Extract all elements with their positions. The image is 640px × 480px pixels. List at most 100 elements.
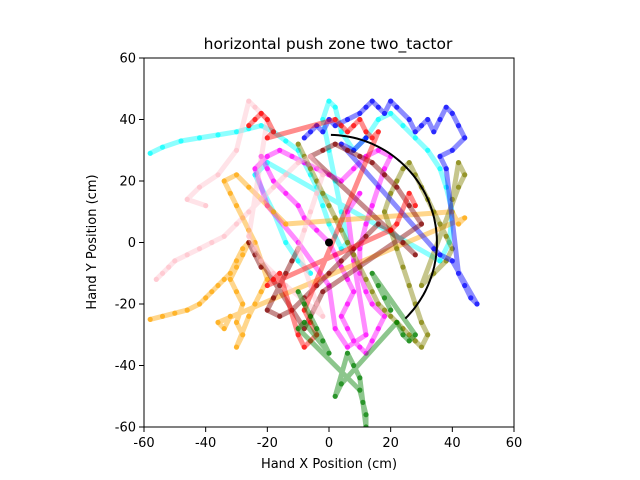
x-tick-label: -20 bbox=[257, 436, 278, 451]
data-point bbox=[301, 264, 307, 270]
data-point bbox=[184, 307, 190, 313]
data-point bbox=[270, 295, 277, 301]
data-point bbox=[196, 301, 203, 307]
data-point bbox=[227, 190, 233, 196]
data-point bbox=[418, 282, 425, 289]
data-point bbox=[332, 178, 338, 184]
data-point bbox=[357, 387, 363, 393]
data-point bbox=[307, 313, 314, 319]
data-point bbox=[332, 252, 338, 258]
data-point bbox=[394, 319, 400, 325]
data-point bbox=[283, 138, 289, 144]
y-tick-label: -20 bbox=[115, 298, 136, 313]
data-point bbox=[425, 332, 431, 338]
data-point bbox=[425, 147, 431, 153]
data-point bbox=[363, 412, 369, 418]
data-point bbox=[412, 338, 418, 344]
data-point bbox=[357, 116, 363, 123]
data-point bbox=[357, 110, 363, 116]
data-point bbox=[360, 399, 366, 405]
data-point bbox=[240, 252, 246, 258]
zone-arc bbox=[330, 133, 438, 320]
data-point bbox=[301, 227, 307, 233]
data-point bbox=[363, 289, 369, 295]
data-point bbox=[196, 246, 203, 252]
data-point bbox=[264, 153, 270, 159]
data-point bbox=[412, 332, 418, 338]
data-point bbox=[314, 326, 320, 332]
data-point bbox=[252, 104, 258, 110]
data-point bbox=[369, 301, 375, 307]
data-point bbox=[443, 104, 449, 110]
data-point bbox=[338, 123, 344, 129]
data-point bbox=[221, 178, 227, 184]
data-point bbox=[295, 239, 301, 246]
data-point bbox=[264, 276, 270, 282]
data-point bbox=[388, 307, 394, 313]
data-point bbox=[258, 264, 264, 270]
data-point bbox=[320, 313, 326, 319]
data-point bbox=[351, 289, 357, 295]
data-point bbox=[357, 153, 363, 159]
data-point bbox=[320, 172, 326, 178]
data-point bbox=[412, 129, 418, 135]
y-tick-label: 60 bbox=[119, 52, 136, 67]
data-point bbox=[332, 326, 338, 332]
data-point bbox=[159, 144, 166, 150]
data-point bbox=[462, 135, 468, 141]
data-point bbox=[215, 282, 221, 289]
data-point bbox=[406, 203, 412, 209]
data-point bbox=[332, 233, 338, 239]
data-point bbox=[351, 362, 357, 369]
data-point bbox=[437, 166, 443, 172]
data-point bbox=[357, 344, 363, 350]
data-point bbox=[264, 116, 270, 123]
series-8 bbox=[295, 270, 418, 427]
data-point bbox=[357, 375, 363, 381]
data-point bbox=[184, 196, 190, 202]
data-point bbox=[326, 221, 332, 227]
data-point bbox=[443, 233, 449, 239]
data-point bbox=[307, 129, 314, 135]
data-point bbox=[307, 153, 314, 159]
data-point bbox=[437, 258, 443, 264]
data-point bbox=[351, 123, 357, 129]
data-point bbox=[351, 147, 357, 153]
data-point bbox=[246, 184, 252, 190]
data-point bbox=[307, 209, 314, 215]
data-point bbox=[443, 258, 449, 264]
data-point bbox=[270, 276, 277, 282]
data-point bbox=[233, 172, 240, 178]
series-6 bbox=[153, 98, 326, 319]
data-point bbox=[295, 332, 301, 338]
data-point bbox=[418, 123, 425, 129]
data-point bbox=[400, 166, 406, 172]
data-point bbox=[246, 233, 252, 239]
data-point bbox=[449, 196, 455, 202]
data-point bbox=[344, 129, 351, 135]
data-point bbox=[369, 160, 375, 166]
data-point bbox=[233, 319, 240, 325]
data-point bbox=[332, 123, 338, 129]
data-point bbox=[462, 172, 468, 178]
data-point bbox=[252, 239, 258, 246]
data-point bbox=[301, 215, 307, 221]
data-point bbox=[357, 190, 363, 196]
data-point bbox=[437, 221, 443, 227]
data-point bbox=[412, 135, 418, 141]
data-point bbox=[326, 147, 332, 153]
data-point bbox=[264, 203, 270, 209]
data-point bbox=[258, 123, 264, 129]
data-point bbox=[418, 344, 425, 350]
data-point bbox=[326, 172, 332, 178]
data-point bbox=[258, 110, 264, 116]
data-point bbox=[375, 184, 381, 190]
data-point bbox=[221, 233, 227, 239]
data-point bbox=[283, 282, 289, 289]
data-point bbox=[227, 313, 233, 319]
data-point bbox=[375, 326, 381, 332]
data-point bbox=[289, 153, 295, 159]
data-point bbox=[246, 313, 252, 319]
data-point bbox=[147, 316, 153, 322]
